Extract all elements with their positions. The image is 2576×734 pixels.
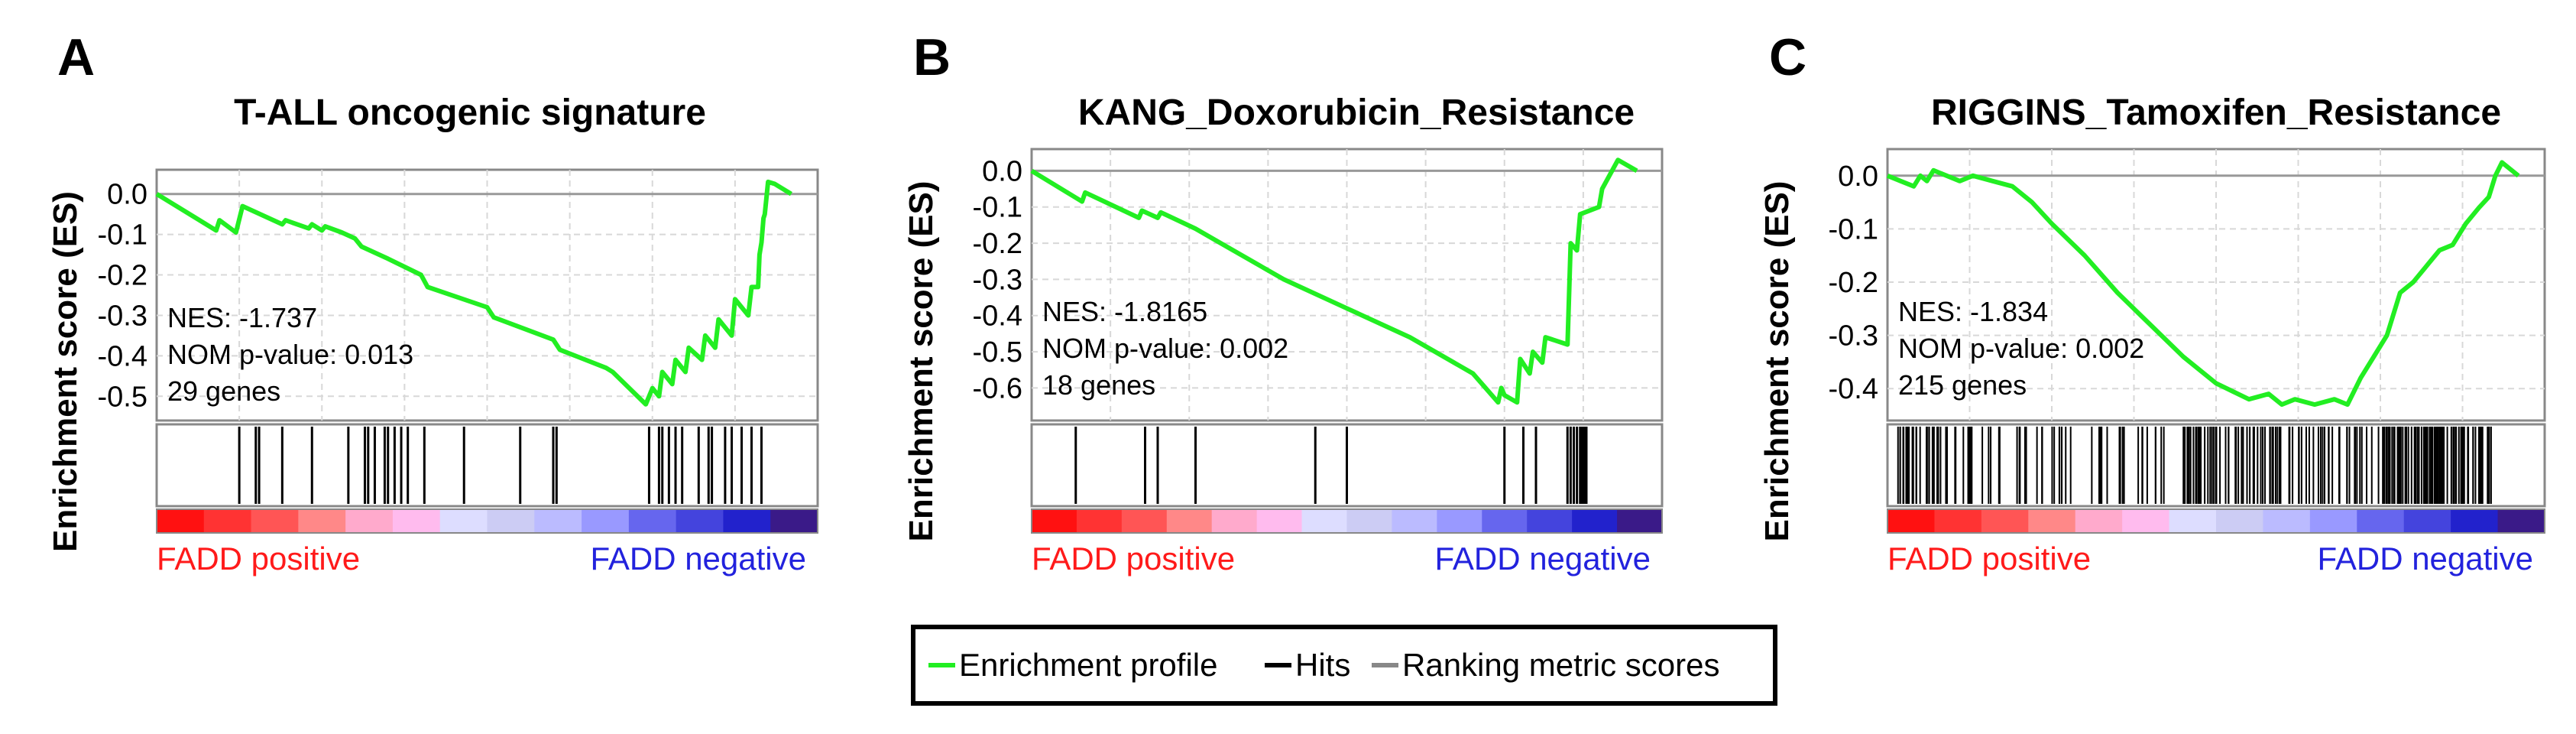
ranking-strip-segment [1256, 509, 1303, 533]
ranking-strip-segment [1887, 509, 1936, 533]
panel-title: KANG_Doxorubicin_Resistance [1078, 93, 1635, 133]
ranking-strip-segment [582, 509, 630, 533]
ranking-strip-segment [203, 509, 252, 533]
ranking-strip-segment [1437, 509, 1483, 533]
ranking-strip-segment [1527, 509, 1573, 533]
ranking-strip-segment [1166, 509, 1213, 533]
y-tick-label: -0.4 [1829, 373, 1878, 405]
annotation-0: NES: -1.834 [1898, 296, 2048, 327]
ranking-positive-label: FADD positive [157, 541, 360, 576]
ranking-strip-segment [2497, 509, 2545, 533]
ranking-strip-segment [1076, 509, 1123, 533]
ranking-strip-segment [157, 509, 205, 533]
annotation-1: NOM p-value: 0.002 [1898, 333, 2144, 364]
ranking-strip-segment [487, 509, 536, 533]
ranking-strip-frame [156, 508, 818, 534]
ranking-negative-label: FADD negative [1435, 541, 1651, 576]
enrichment-profile-line [155, 179, 792, 407]
y-tick-label: -0.6 [973, 372, 1022, 404]
panel-title: T-ALL oncogenic signature [234, 93, 706, 133]
ranking-strip-segment [2122, 509, 2170, 533]
ranking-strip-segment [2263, 509, 2311, 533]
legend-label-hits: Hits [1295, 647, 1350, 683]
y-tick-label: -0.3 [98, 300, 147, 332]
ranking-strip-segment [2403, 509, 2452, 533]
y-tick-label: 0.0 [1838, 161, 1878, 193]
ranking-strip-frame [1031, 508, 1663, 534]
annotation-2: 215 genes [1898, 369, 2027, 401]
ranking-strip-segment [1392, 509, 1438, 533]
ranking-strip-segment [770, 509, 818, 533]
ranking-strip-segment [298, 509, 347, 533]
enrichment-profile-line [1030, 158, 1638, 405]
ranking-strip-segment [1211, 509, 1258, 533]
ranking-strip-segment [1301, 509, 1348, 533]
y-tick-label: -0.2 [1829, 267, 1878, 299]
ranking-strip-segment [2028, 509, 2076, 533]
y-tick-label: -0.4 [973, 300, 1022, 333]
ranking-strip-segment [1032, 509, 1077, 533]
enrichment-profile-line [1886, 160, 2520, 408]
annotation-2: 29 genes [167, 375, 280, 407]
ranking-strip-segment [2216, 509, 2264, 533]
ranking-strip-segment [1934, 509, 1982, 533]
y-tick-label: -0.5 [98, 381, 147, 413]
ranking-strip-segment [2169, 509, 2217, 533]
panel-letter: C [1769, 28, 1806, 86]
panel-letter: B [913, 28, 951, 86]
ranking-strip-segment [2309, 509, 2358, 533]
ranking-strip-segment [392, 509, 441, 533]
ranking-strip-segment [2075, 509, 2124, 533]
annotation-1: NOM p-value: 0.013 [167, 339, 413, 370]
ranking-negative-label: FADD negative [2318, 541, 2533, 576]
y-tick-label: -0.3 [1829, 320, 1878, 352]
y-axis-label: Enrichment score (ES) [902, 181, 940, 542]
legend: Enrichment profile Hits Ranking metric s… [911, 625, 1777, 706]
y-tick-label: -0.5 [973, 336, 1022, 369]
y-axis-label: Enrichment score (ES) [1758, 181, 1796, 542]
panel-C: C RIGGINS_Tamoxifen_Resistance Enrichment … [1758, 28, 2546, 576]
ranking-strip-segment [534, 509, 583, 533]
ranking-strip-segment [1617, 509, 1663, 533]
panel-title: RIGGINS_Tamoxifen_Resistance [1931, 93, 2501, 133]
annotation-2: 18 genes [1042, 369, 1155, 401]
ranking-negative-label: FADD negative [591, 541, 806, 576]
ranking-strip-segment [1121, 509, 1168, 533]
ranking-strip-segment [1572, 509, 1619, 533]
ranking-strip-segment [1346, 509, 1393, 533]
annotation-0: NES: -1.737 [167, 302, 317, 333]
ranking-strip-segment [439, 509, 488, 533]
panel-letter: A [57, 28, 95, 86]
y-tick-label: 0.0 [107, 179, 147, 211]
y-tick-label: -0.2 [973, 228, 1022, 260]
ranking-strip-segment [1981, 509, 2030, 533]
ranking-strip-segment [1482, 509, 1528, 533]
y-tick-label: -0.1 [1829, 213, 1878, 245]
ranking-strip-segment [251, 509, 300, 533]
ranking-strip-segment [345, 509, 394, 533]
y-tick-label: -0.2 [98, 260, 147, 292]
annotation-1: NOM p-value: 0.002 [1042, 333, 1288, 364]
legend-box [911, 625, 1777, 706]
ranking-strip-segment [628, 509, 677, 533]
ranking-strip-segment [723, 509, 772, 533]
y-tick-label: -0.1 [973, 192, 1022, 224]
ranking-strip-segment [2451, 509, 2499, 533]
y-tick-label: -0.4 [98, 340, 147, 372]
ranking-positive-label: FADD positive [1887, 541, 2091, 576]
y-tick-label: 0.0 [982, 155, 1022, 187]
y-axis-label: Enrichment score (ES) [47, 191, 84, 552]
legend-label-profile: Enrichment profile [959, 647, 1217, 683]
annotation-0: NES: -1.8165 [1042, 296, 1207, 327]
panel-B: B KANG_Doxorubicin_Resistance Enrichment s… [902, 28, 1664, 576]
y-tick-label: -0.3 [973, 264, 1022, 296]
ranking-positive-label: FADD positive [1032, 541, 1235, 576]
ranking-strip-frame [1887, 508, 2545, 534]
panel-A: A T-ALL oncogenic signature Enrichment sco… [47, 28, 819, 576]
y-tick-label: -0.1 [98, 219, 147, 252]
ranking-strip-segment [676, 509, 724, 533]
ranking-strip-segment [2357, 509, 2405, 533]
legend-label-ranking: Ranking metric scores [1402, 647, 1719, 683]
